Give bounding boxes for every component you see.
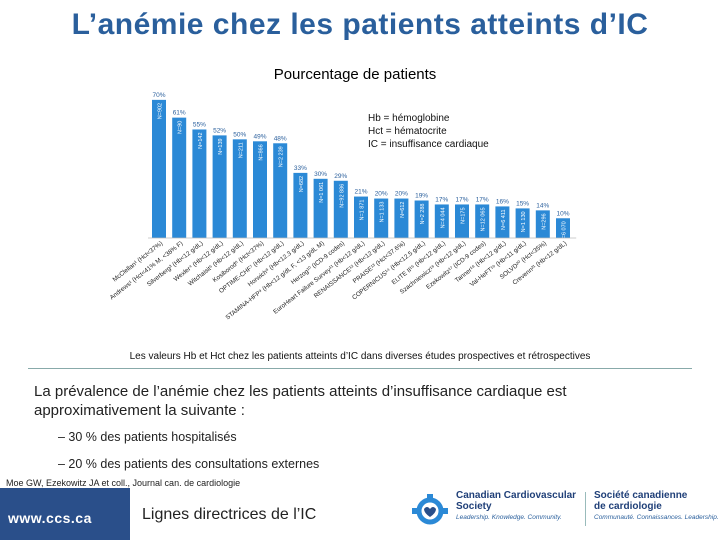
bar-value-label: 48% — [274, 135, 287, 142]
org-tagline-en: Leadership. Knowledge. Community. — [456, 514, 562, 521]
bar-value-label: 30% — [314, 171, 327, 178]
bar-n-label: N=6 411 — [501, 209, 507, 230]
org-tagline-fr: Communauté. Connaissances. Leadership. — [594, 514, 719, 521]
bar-5 — [232, 139, 247, 238]
bar-20 — [535, 210, 550, 238]
bar-1 — [152, 99, 166, 238]
bar-n-label: N=139 — [218, 138, 224, 154]
guidelines-title: Lignes directrices de l’IC — [142, 506, 317, 523]
bar-13 — [394, 198, 409, 238]
bar-10 — [333, 180, 348, 238]
bar-n-label: N=2 239 — [279, 146, 285, 167]
bar-17 — [475, 204, 490, 238]
chart-title: Pourcentage de patients — [273, 66, 437, 83]
footer-divider — [585, 492, 586, 526]
bar-n-label: N=296 — [541, 213, 547, 229]
bar-11 — [354, 196, 368, 238]
bar-n-label: N=2 288 — [420, 204, 426, 225]
bar-value-label: 15% — [516, 200, 529, 207]
chart-legend: Hb = hémoglobine Hct = hématocrite IC = … — [368, 112, 489, 151]
org-name-en: Canadian Cardiovascular Society — [456, 490, 577, 512]
legend-ic: IC = insuffisance cardiaque — [368, 139, 489, 150]
bar-19 — [515, 208, 530, 238]
bar-18 — [495, 206, 510, 238]
bar-4 — [212, 135, 227, 238]
bar-8 — [293, 172, 308, 238]
bar-n-label: N=1 871 — [360, 200, 366, 221]
bar-n-label: N=211 — [238, 142, 244, 158]
bar-value-label: 14% — [536, 202, 549, 209]
bar-n-label: N=682 — [299, 176, 305, 192]
ccs-logo-icon — [412, 494, 448, 525]
bullet-hospitalized: – 30 % des patients hospitalisés — [58, 430, 237, 444]
bar-value-label: 61% — [173, 110, 186, 117]
chart-caption: Les valeurs Hb et Hct chez les patients … — [129, 351, 591, 362]
bar-value-label: 21% — [354, 189, 367, 196]
bar-n-label: N=92 886 — [339, 184, 345, 208]
bullet-outpatients: – 20 % des patients des consultations ex… — [58, 457, 320, 471]
bar-value-label: 20% — [375, 191, 388, 198]
bar-value-label: 29% — [334, 173, 347, 180]
bar-n-label: N=1 130 — [521, 211, 527, 232]
bar-n-label: N=1 061 — [319, 182, 325, 203]
bar-n-label: N=175 — [461, 207, 467, 223]
bar-value-label: 17% — [455, 196, 468, 203]
org-name-fr: Société canadienne de cardiologie — [594, 490, 688, 512]
reference-citation: Moe GW, Ezekowitz JA et coll., Journal c… — [6, 478, 241, 488]
bar-value-label: 17% — [435, 196, 448, 203]
bar-n-label: N=4 044 — [440, 207, 446, 228]
bar-value-label: 20% — [395, 191, 408, 198]
bar-6 — [253, 141, 267, 238]
prevalence-text: La prévalence de l’anémie chez les patie… — [34, 383, 567, 419]
bar-16 — [455, 204, 469, 238]
bar-15 — [434, 204, 449, 238]
bar-n-label: N=902 — [158, 103, 164, 119]
legend-hb: Hb = hémoglobine — [368, 113, 450, 124]
bar-value-label: 52% — [213, 127, 226, 134]
bar-n-label: N=612 — [400, 202, 406, 218]
website-link[interactable]: www.ccs.ca — [8, 510, 92, 526]
bar-n-label: N=1 133 — [380, 202, 386, 223]
bar-value-label: 70% — [152, 92, 165, 99]
bar-value-label: 19% — [415, 193, 428, 200]
bar-12 — [374, 198, 389, 238]
legend-hct: Hct = hématocrite — [368, 126, 447, 137]
bar-n-label: N=12 065 — [481, 207, 487, 231]
bar-value-label: 16% — [496, 198, 509, 205]
divider-line — [28, 368, 692, 369]
bar-n-label: N=6 070 — [562, 221, 568, 242]
bar-value-label: 49% — [253, 133, 266, 140]
footer: www.ccs.ca Lignes directrices de l’IC Ca… — [0, 488, 720, 540]
bar-9 — [313, 178, 328, 238]
bar-n-label: N=90 — [178, 121, 184, 134]
bar-value-label: 10% — [556, 210, 569, 217]
bar-7 — [273, 143, 288, 238]
bar-n-label: N=142 — [198, 132, 204, 148]
page-title: L’anémie chez les patients atteints d’IC — [71, 8, 649, 41]
bar-3 — [192, 129, 207, 238]
bar-n-label: N=866 — [259, 144, 265, 160]
bar-value-label: 55% — [193, 121, 206, 128]
bar-14 — [414, 200, 429, 238]
bar-value-label: 17% — [476, 196, 489, 203]
bar-value-label: 50% — [233, 131, 246, 138]
bar-2 — [172, 117, 187, 238]
bar-21 — [556, 218, 570, 238]
footer-band: www.ccs.ca — [0, 488, 130, 540]
bar-value-label: 33% — [294, 165, 307, 172]
